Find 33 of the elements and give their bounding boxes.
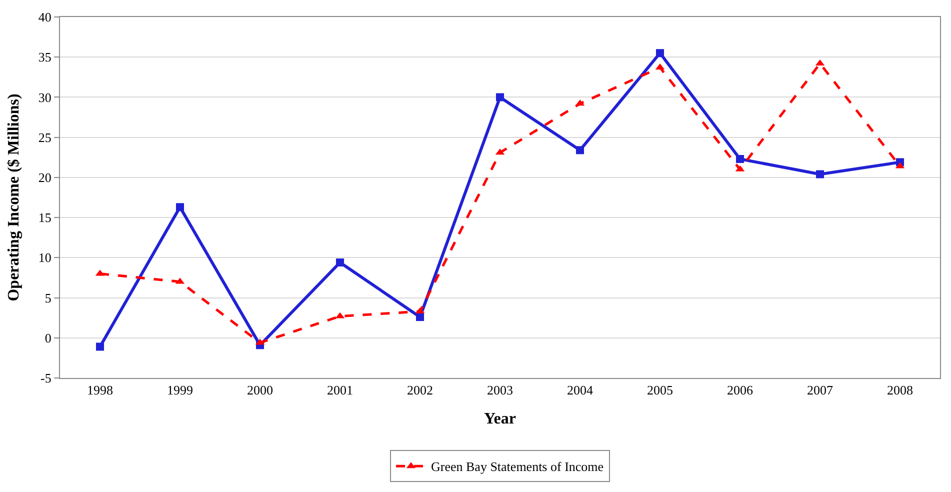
point bbox=[336, 258, 344, 266]
x-tick-label: 2000 bbox=[247, 382, 273, 398]
y-tick-label: 5 bbox=[44, 290, 52, 306]
point bbox=[736, 154, 744, 163]
x-tick-label: 2008 bbox=[887, 382, 913, 398]
x-tick-label: 2007 bbox=[807, 382, 834, 398]
x-tick-label: 1999 bbox=[167, 382, 193, 398]
point bbox=[816, 170, 824, 178]
x-tick-label: 2003 bbox=[487, 382, 513, 398]
y-tick-label: 10 bbox=[38, 250, 52, 266]
point bbox=[496, 93, 504, 102]
x-axis-title: Year bbox=[484, 410, 516, 428]
y-tick-label: 20 bbox=[38, 170, 52, 185]
x-tick-label: 2004 bbox=[567, 382, 594, 398]
y-tick-label: 15 bbox=[38, 210, 52, 226]
y-tick-label: 40 bbox=[38, 10, 52, 25]
y-tick-label: 30 bbox=[38, 90, 52, 105]
y-tick-label: 25 bbox=[38, 130, 52, 145]
point bbox=[96, 342, 104, 351]
y-tick-label: 0 bbox=[44, 330, 52, 346]
x-tick-label: 2006 bbox=[727, 382, 754, 398]
point bbox=[576, 146, 584, 154]
x-tick-label: 2005 bbox=[647, 382, 673, 398]
x-tick-label: 1998 bbox=[87, 382, 113, 398]
x-tick-label: 2001 bbox=[327, 382, 353, 398]
point bbox=[656, 49, 664, 58]
x-tick-label: 2002 bbox=[407, 382, 433, 398]
y-tick-label: 35 bbox=[38, 50, 52, 65]
y-tick-label: -5 bbox=[40, 370, 52, 386]
y-axis-title: Operating Income ($ Millions) bbox=[5, 94, 22, 302]
point bbox=[416, 313, 424, 322]
legend-label: Green Bay Statements of Income bbox=[431, 459, 604, 474]
point bbox=[176, 203, 184, 212]
